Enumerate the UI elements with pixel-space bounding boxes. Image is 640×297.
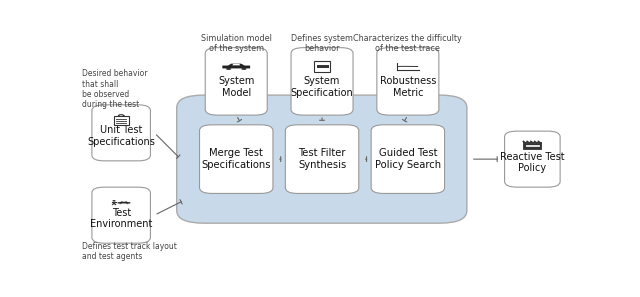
FancyBboxPatch shape [205,48,268,115]
FancyBboxPatch shape [504,131,560,187]
FancyBboxPatch shape [524,141,541,143]
Text: Defines system
behavior: Defines system behavior [291,34,353,53]
Text: Robustness
Metric: Robustness Metric [380,76,436,98]
Text: Reactive Test
Policy: Reactive Test Policy [500,152,564,173]
Circle shape [113,200,116,201]
Text: Unit Test
Specifications: Unit Test Specifications [87,125,155,147]
Text: Characterizes the difficulty
of the test trace: Characterizes the difficulty of the test… [353,34,462,53]
Text: Test
Environment: Test Environment [90,208,152,229]
FancyBboxPatch shape [92,105,150,161]
FancyBboxPatch shape [291,48,353,115]
Ellipse shape [119,203,122,204]
FancyBboxPatch shape [177,95,467,223]
FancyBboxPatch shape [92,187,150,243]
Ellipse shape [241,68,246,70]
FancyBboxPatch shape [371,125,445,193]
FancyBboxPatch shape [285,125,359,193]
Ellipse shape [126,203,129,204]
Polygon shape [222,64,250,68]
Text: System
Model: System Model [218,76,255,98]
Polygon shape [122,201,125,202]
FancyBboxPatch shape [524,142,541,149]
Text: Test Filter
Synthesis: Test Filter Synthesis [298,148,346,170]
Polygon shape [118,201,131,203]
Text: Defines test track layout
and test agents: Defines test track layout and test agent… [83,242,177,261]
Text: Merge Test
Specifications: Merge Test Specifications [202,148,271,170]
Ellipse shape [226,68,231,70]
Text: Guided Test
Policy Search: Guided Test Policy Search [375,148,441,170]
Polygon shape [232,64,240,65]
Text: Simulation model
of the system: Simulation model of the system [201,34,271,53]
Text: System
Specification: System Specification [291,76,353,98]
FancyBboxPatch shape [377,48,439,115]
Text: Desired behavior
that shall
be observed
during the test: Desired behavior that shall be observed … [83,69,148,110]
FancyBboxPatch shape [200,125,273,193]
